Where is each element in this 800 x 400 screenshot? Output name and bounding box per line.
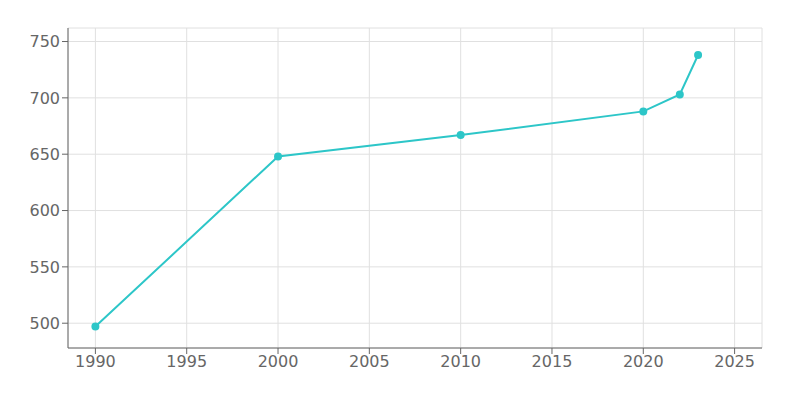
svg-text:500: 500 (29, 314, 60, 333)
svg-text:1990: 1990 (75, 352, 116, 371)
svg-text:2005: 2005 (349, 352, 390, 371)
svg-text:650: 650 (29, 145, 60, 164)
svg-text:2025: 2025 (714, 352, 755, 371)
svg-text:2015: 2015 (532, 352, 573, 371)
svg-text:700: 700 (29, 89, 60, 108)
svg-text:1995: 1995 (166, 352, 207, 371)
svg-text:600: 600 (29, 201, 60, 220)
svg-text:750: 750 (29, 32, 60, 51)
svg-text:2020: 2020 (623, 352, 664, 371)
svg-text:2000: 2000 (258, 352, 299, 371)
svg-text:550: 550 (29, 258, 60, 277)
svg-text:2010: 2010 (440, 352, 481, 371)
